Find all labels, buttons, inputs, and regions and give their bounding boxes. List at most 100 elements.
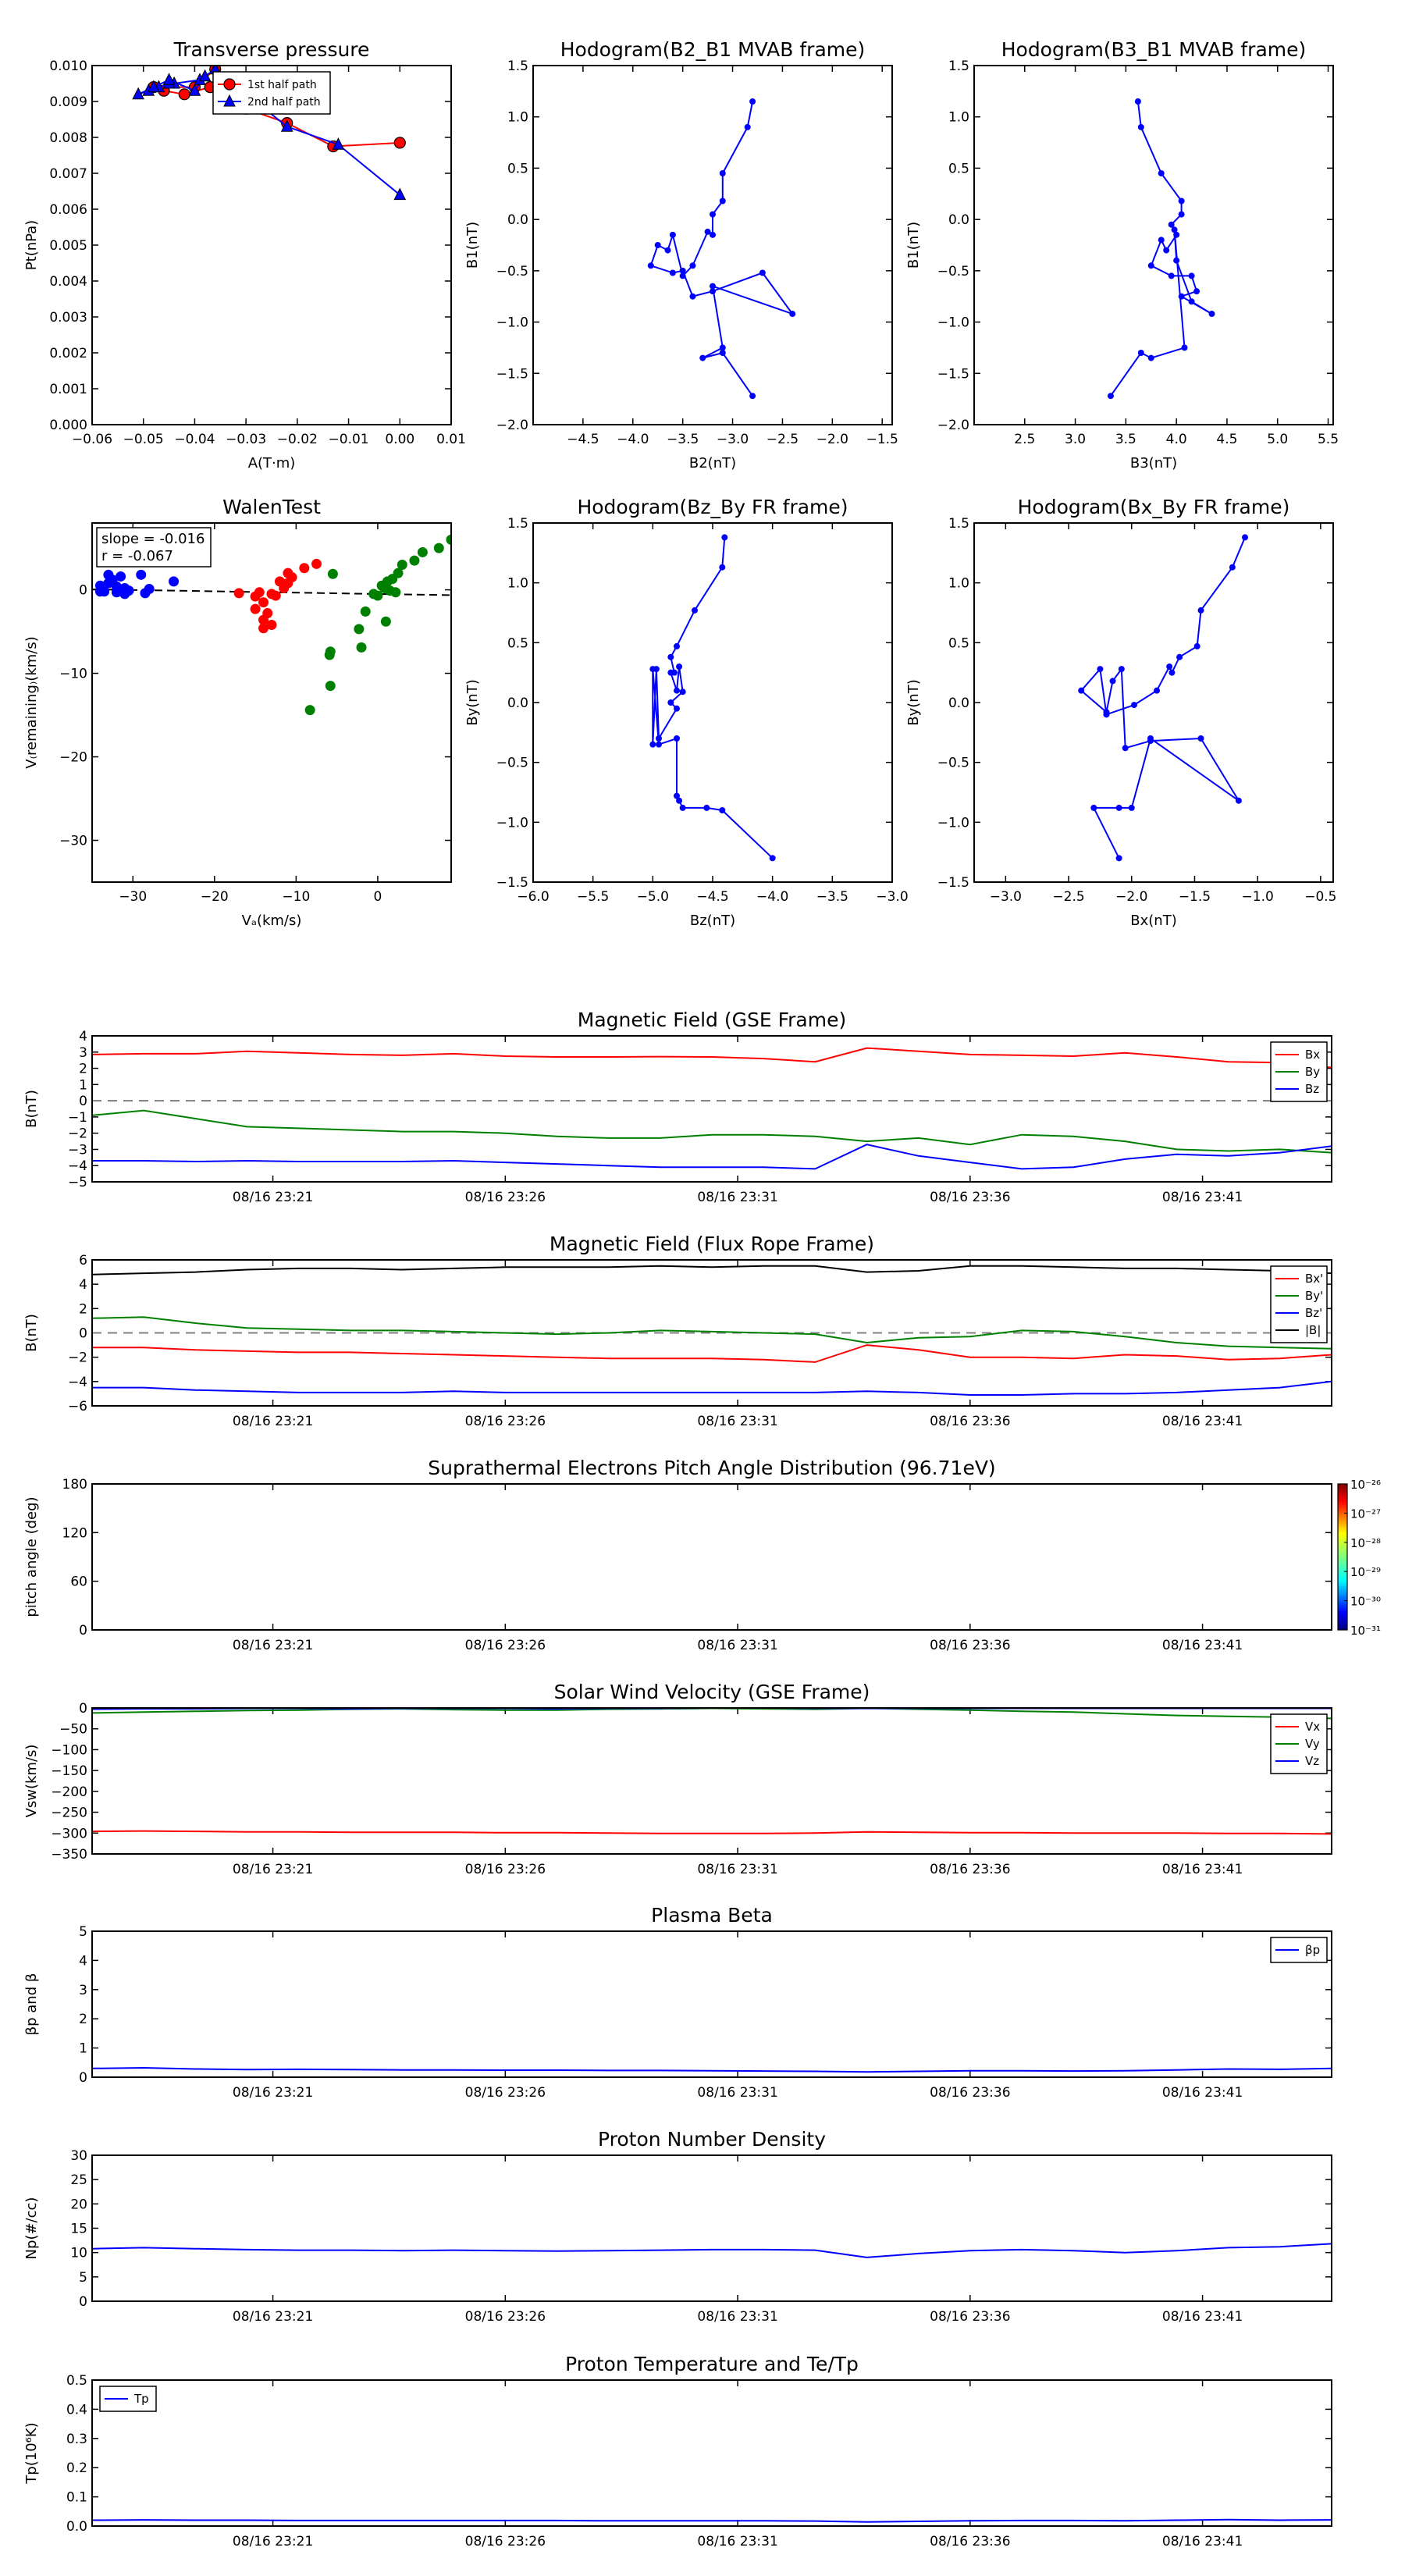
tp-ytick-label: 0.5	[66, 2373, 87, 2389]
pad-time-label: 08/16 23:31	[697, 1638, 777, 1653]
pad-colorbar-label: 10⁻²⁸	[1350, 1536, 1381, 1550]
tp-time-label: 08/16 23:41	[1162, 2534, 1243, 2549]
transverse-legend-label: 2nd half path	[247, 96, 321, 109]
transverse-ytick-label: 0.004	[49, 274, 87, 290]
walen-point	[94, 586, 105, 597]
bfr-legend-label: |B|	[1305, 1323, 1321, 1337]
pad-ytick-label: 0	[79, 1623, 87, 1638]
hodo4-ytick-label: 0.0	[948, 696, 969, 711]
walen-point	[360, 606, 371, 617]
transverse-point	[393, 187, 407, 201]
transverse-point	[162, 73, 176, 85]
vsw-ytick-label: −300	[51, 1826, 87, 1841]
transverse-ytick-label: 0.000	[49, 418, 87, 433]
hodo4-xtick-label: −1.5	[1179, 889, 1211, 905]
np-ytick-label: 0	[79, 2294, 87, 2310]
hodo2-xtick-label: 3.5	[1115, 432, 1136, 447]
bfr-ytick-label: 4	[79, 1277, 87, 1293]
hodo1-point	[647, 262, 654, 269]
hodo1-point	[719, 197, 726, 205]
bgse-ytick-label: 2	[79, 1062, 87, 1077]
bfr-ytick-label: −4	[68, 1375, 87, 1390]
vsw-title: Solar Wind Velocity (GSE Frame)	[554, 1681, 870, 1703]
transverse-legend-frame	[212, 71, 331, 115]
pad-time-label: 08/16 23:41	[1162, 1638, 1243, 1653]
hodo2-point	[1158, 170, 1165, 176]
hodo2-series-line	[1110, 101, 1213, 397]
hodo4-series	[1078, 534, 1249, 862]
np-ytick-label: 5	[79, 2270, 87, 2286]
hodo2-ytick-label: 1.5	[948, 59, 969, 74]
hodo2-series	[1107, 98, 1215, 400]
bfr-ytick-label: 6	[79, 1253, 87, 1268]
beta-time-label: 08/16 23:41	[1162, 2085, 1243, 2101]
hodo4-point	[1078, 687, 1085, 694]
walen-point	[258, 614, 269, 625]
hodo4-ylabel: By(nT)	[905, 679, 922, 725]
beta-legend-label: βp	[1305, 1943, 1320, 1957]
np-plot-area	[92, 2243, 1332, 2258]
hodo1-point	[664, 247, 671, 254]
tp-ytick-label: 0.0	[66, 2519, 87, 2535]
transverse-ytick-label: 0.008	[49, 130, 87, 146]
transverse-xtick-label: −0.03	[226, 432, 266, 447]
hodo4-series-line	[1080, 537, 1246, 859]
bfr-legend-entry: |B|	[1275, 1323, 1321, 1337]
beta-ytick-label: 4	[79, 1953, 87, 1969]
transverse-xtick-label: −0.04	[174, 432, 215, 447]
walen-point	[144, 584, 155, 595]
transverse-ytick-label: 0.005	[49, 238, 87, 254]
walen-xtick-label: −30	[119, 889, 147, 905]
hodo2-point	[1163, 247, 1170, 254]
hodo2-plot-area	[1107, 98, 1215, 400]
pad-colorbar-label: 10⁻²⁹	[1350, 1565, 1381, 1579]
hodo1-point	[679, 267, 686, 274]
hodo2-point	[1147, 262, 1154, 269]
bgse-ytick-label: −1	[68, 1110, 87, 1126]
walen-ytick-label: −10	[59, 667, 87, 682]
walen-chart: WalenTest −30 −20 −10 0 Vₐ(km/s) −30 −20 −10 0 V₍r…	[23, 496, 452, 929]
hodo4-xtick-label: −0.5	[1304, 889, 1336, 905]
walen-point	[254, 587, 265, 598]
bgse-legend-entry: Bx	[1275, 1048, 1320, 1062]
beta-chart: Plasma Beta 0 1 2 3 4 5 βp and β 08/16 23:21 08/1…	[23, 1904, 1332, 2101]
tp-ylabel: Tp(10⁶K)	[23, 2422, 40, 2484]
bgse-ytick-label: 0	[79, 1094, 87, 1109]
walen-annotation-line: slope = -0.016	[101, 531, 205, 547]
hodo3-frame	[532, 522, 893, 883]
beta-series-line	[92, 2066, 1332, 2073]
walen-point	[433, 543, 444, 553]
hodo3-point	[674, 642, 680, 649]
walen-point	[136, 569, 147, 580]
walen-ytick-label: −30	[59, 834, 87, 849]
hodo2-point	[1178, 211, 1185, 218]
vsw-time-label: 08/16 23:36	[930, 1862, 1010, 1877]
tp-series-line	[92, 2518, 1332, 2523]
pad-colorbar-label: 10⁻²⁶	[1350, 1478, 1381, 1492]
hodo1-point	[669, 231, 676, 238]
hodo3-xtick-label: −4.5	[696, 889, 728, 905]
hodo3-point	[676, 664, 683, 670]
pad-ylabel: pitch angle (deg)	[23, 1496, 40, 1617]
walen-ytick-label: −20	[59, 750, 87, 766]
hodo3-point	[679, 804, 686, 811]
walen-point	[258, 623, 269, 634]
pad-colorbar-label: 10⁻³¹	[1350, 1624, 1381, 1638]
hodo2-xtick-label: 4.5	[1216, 432, 1237, 447]
hodo4-point	[1115, 804, 1122, 811]
np-series-line	[92, 2243, 1332, 2258]
walen-point	[299, 563, 310, 574]
hodo4-ytick-label: −1.5	[937, 875, 969, 891]
walen-point	[393, 568, 404, 578]
bgse-time-label: 08/16 23:31	[697, 1190, 777, 1205]
walen-point	[417, 546, 428, 557]
hodo2-xtick-label: 5.0	[1267, 432, 1288, 447]
hodo4-xlabel: Bx(nT)	[1130, 913, 1176, 929]
hodo1-ytick-label: 1.5	[507, 59, 528, 74]
tp-chart: Proton Temperature and Te/Tp 0.0 0.1 0.2 0.3…	[23, 2353, 1332, 2549]
transverse-ytick-label: 0.007	[49, 166, 87, 182]
walen-series	[233, 558, 322, 634]
vsw-legend-entry: Vz	[1275, 1754, 1319, 1768]
vsw-frame	[91, 1707, 1332, 1855]
hodo3-point	[649, 666, 656, 673]
